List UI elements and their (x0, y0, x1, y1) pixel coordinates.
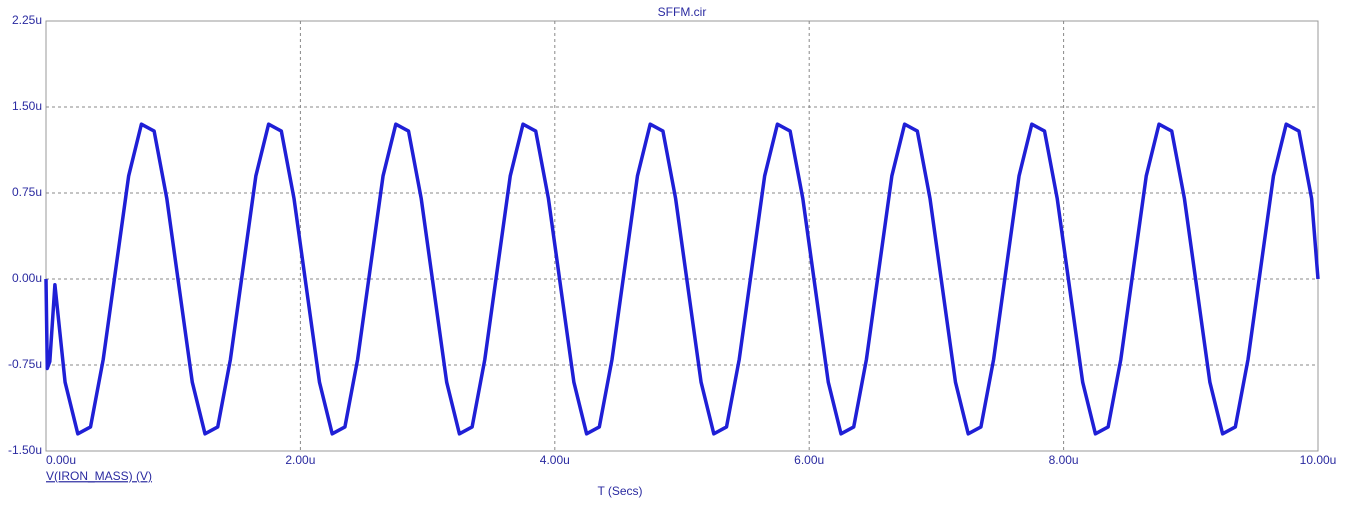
x-axis-label: T (Secs) (597, 484, 642, 498)
y-tick-label: 2.25u (12, 13, 42, 27)
y-tick-label: 0.00u (12, 271, 42, 285)
y-tick-label: -0.75u (8, 357, 42, 371)
series-line (44, 122, 1320, 436)
x-tick-label: 10.00u (1300, 453, 1337, 467)
legend-entry[interactable]: V(IRON_MASS) (V) (46, 469, 152, 483)
y-tick-label: -1.50u (8, 443, 42, 457)
x-tick-label: 6.00u (794, 453, 824, 467)
x-tick-label: 0.00u (46, 453, 76, 467)
plot-frame (45, 20, 1319, 452)
y-tick-label: 0.75u (12, 185, 42, 199)
x-tick-label: 2.00u (285, 453, 315, 467)
chart-title: SFFM.cir (658, 5, 707, 19)
y-tick-label: 1.50u (12, 99, 42, 113)
x-tick-label: 8.00u (1049, 453, 1079, 467)
x-tick-label: 4.00u (540, 453, 570, 467)
